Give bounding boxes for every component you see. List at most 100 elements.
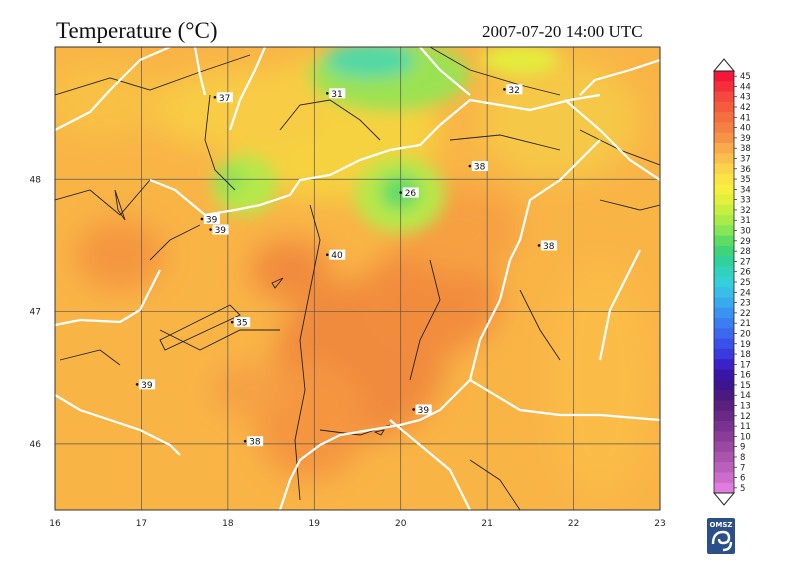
lat-tick-label: 47 [30, 308, 41, 318]
colorbar-cell [714, 71, 734, 82]
colorbar-cell [714, 153, 734, 165]
colorbar-label: 18 [740, 350, 751, 360]
colorbar-cell [714, 194, 734, 206]
station-label-bg [216, 92, 233, 103]
station-value: 26 [405, 189, 417, 199]
lat-tick-label: 48 [30, 175, 42, 185]
station-marker [243, 439, 247, 443]
colorbar-label: 23 [740, 299, 751, 309]
colorbar-cell [714, 307, 734, 319]
colorbar-label: 34 [740, 185, 751, 195]
colorbar-label: 6 [740, 474, 745, 484]
colorbar-label: 45 [740, 72, 751, 82]
colorbar-label: 22 [740, 309, 751, 319]
colorbar-cell [714, 328, 734, 340]
colorbar-label: 33 [740, 196, 751, 206]
colorbar-cell [714, 482, 734, 494]
colorbar-label: 14 [740, 391, 751, 401]
colorbar-cell [714, 390, 734, 401]
colorbar-cell [714, 338, 734, 350]
colorbar-cell [714, 287, 734, 298]
station-value: 39 [418, 406, 430, 416]
colorbar-cell [714, 410, 734, 422]
colorbar-cell [714, 359, 734, 370]
colorbar-label: 5 [740, 484, 745, 494]
station-value: 31 [331, 90, 342, 100]
colorbar-cell [714, 462, 734, 473]
map-frame [54, 46, 661, 511]
colorbar-cell [714, 143, 734, 154]
colorbar-label: 8 [740, 453, 745, 463]
lon-tick-label: 17 [136, 519, 147, 529]
map-title: Temperature (°C) [56, 18, 218, 43]
colorbar-label: 28 [740, 247, 751, 257]
colorbar-label: 38 [740, 144, 751, 154]
colorbar-label: 44 [740, 82, 751, 92]
colorbar-label: 13 [740, 402, 751, 412]
colorbar-label: 10 [740, 432, 751, 442]
station-value: 40 [331, 251, 343, 261]
station-label-bg [234, 317, 251, 328]
station-marker [399, 191, 403, 194]
colorbar-label: 15 [740, 381, 751, 391]
colorbar-bottom-arrow [712, 492, 736, 506]
colorbar-label: 12 [740, 412, 751, 422]
colorbar-cell [714, 112, 734, 123]
station-label-bg [402, 187, 419, 198]
lon-tick-label: 20 [395, 519, 407, 529]
station-marker [537, 244, 541, 247]
station-value: 38 [543, 242, 555, 252]
station-label-bg [329, 88, 346, 99]
colorbar-cell [714, 215, 734, 226]
colorbar-cell [714, 173, 734, 185]
colorbar-label: 31 [740, 216, 751, 226]
axis-ticks: 16 17 18 19 20 21 22 23 48 47 46 [30, 175, 666, 529]
colorbar-cell [714, 400, 734, 412]
station-value: 38 [474, 163, 486, 173]
colorbar-cell [714, 101, 734, 113]
station-marker [135, 383, 139, 386]
colorbar-cell [714, 431, 734, 442]
colorbar-label: 9 [740, 443, 745, 453]
station-marker [503, 88, 506, 91]
map-datetime: 2007-07-20 14:00 UTC [482, 22, 643, 41]
colorbar-cell [714, 276, 734, 288]
colorbar-label: 43 [740, 93, 751, 103]
colorbar-label: 27 [740, 257, 751, 267]
colorbar-cell [714, 163, 734, 175]
colorbar-cell [714, 132, 734, 144]
graticule [55, 47, 660, 510]
station-marker [200, 217, 204, 221]
colorbar-label: 32 [740, 206, 751, 216]
colorbar-label: 39 [740, 134, 751, 144]
colorbar-label: 25 [740, 278, 751, 288]
station-value: 39 [141, 381, 153, 391]
station-label-bg [415, 404, 432, 415]
station-marker [213, 95, 217, 99]
colorbar-cell [714, 184, 734, 195]
station-label-bg [329, 249, 346, 260]
colorbar-cell [714, 266, 734, 278]
colorbar-label: 17 [740, 360, 751, 370]
colorbar-label: 19 [740, 340, 751, 350]
station-label-bg [139, 379, 156, 390]
colorbar-label: 36 [740, 165, 751, 175]
colorbar-label: 40 [740, 124, 751, 134]
colorbar-label: 29 [740, 237, 751, 247]
colorbar-cell [714, 204, 734, 216]
colorbar-cell [714, 256, 734, 267]
station-marker [412, 408, 415, 411]
colorbar-label: 37 [740, 154, 751, 164]
colorbar-cell [714, 122, 734, 134]
colorbar-cell [714, 420, 734, 432]
colorbar-label: 20 [740, 329, 751, 339]
colorbar-cell [714, 297, 734, 309]
lon-tick-label: 18 [222, 519, 234, 529]
station-value: 32 [508, 86, 519, 96]
station-value: 38 [249, 438, 261, 448]
colorbar-cell [714, 225, 734, 237]
colorbar-cell [714, 318, 734, 329]
station-label-bg [247, 436, 264, 447]
